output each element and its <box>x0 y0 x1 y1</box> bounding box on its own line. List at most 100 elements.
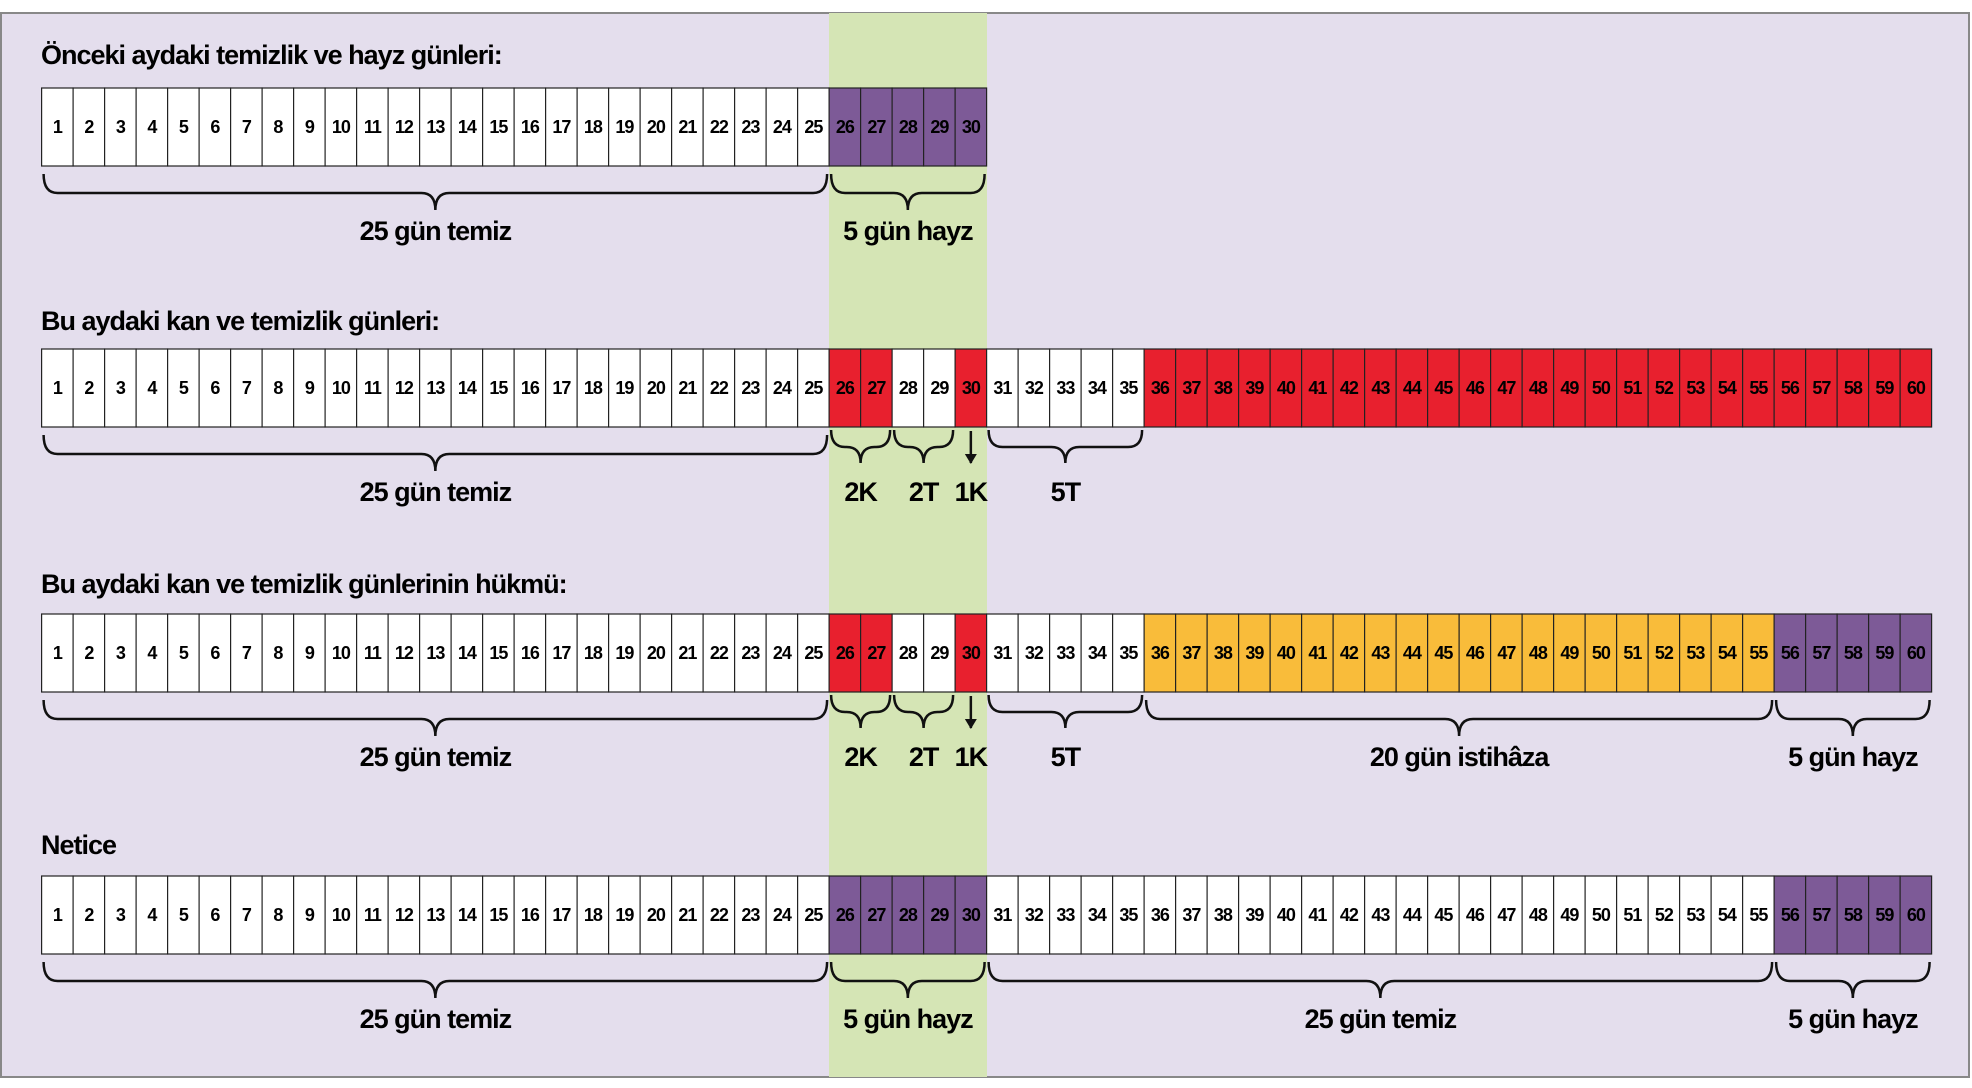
brace-label: 5 gün hayz <box>1788 1004 1918 1034</box>
day-number: 52 <box>1655 643 1674 663</box>
section-title: Önceki aydaki temizlik ve hayz günleri: <box>41 40 502 70</box>
day-number: 43 <box>1371 378 1390 398</box>
day-number: 33 <box>1056 905 1075 925</box>
day-cell <box>72 87 106 167</box>
day-number: 29 <box>930 643 949 663</box>
day-number: 16 <box>521 378 540 398</box>
day-cell <box>1363 348 1397 428</box>
day-number: 50 <box>1592 905 1611 925</box>
day-number: 47 <box>1497 378 1516 398</box>
day-cell <box>922 87 956 167</box>
day-cell <box>1678 875 1712 955</box>
day-cell <box>1174 875 1208 955</box>
day-cell <box>1206 875 1240 955</box>
day-cell <box>1458 875 1492 955</box>
day-cell <box>1458 348 1492 428</box>
day-number: 48 <box>1529 378 1548 398</box>
day-cell <box>72 875 106 955</box>
brace <box>42 173 829 211</box>
day-number: 43 <box>1371 905 1390 925</box>
day-cell <box>702 87 736 167</box>
arrow-head <box>964 719 977 729</box>
day-number: 5 <box>179 117 189 137</box>
day-number: 22 <box>710 643 729 663</box>
day-number: 9 <box>305 905 315 925</box>
day-cell <box>1426 613 1460 693</box>
day-number: 3 <box>116 378 126 398</box>
brace-label: 5T <box>1051 477 1082 507</box>
day-cell <box>670 87 704 167</box>
day-cell <box>985 613 1019 693</box>
day-number: 24 <box>773 905 792 925</box>
day-cell <box>702 348 736 428</box>
day-cell <box>1174 348 1208 428</box>
day-number: 60 <box>1907 378 1926 398</box>
day-number: 10 <box>332 643 351 663</box>
day-cell <box>513 875 547 955</box>
day-number: 47 <box>1497 643 1516 663</box>
day-number: 12 <box>395 643 414 663</box>
day-cell <box>576 875 610 955</box>
day-cell <box>356 875 389 955</box>
brace <box>42 961 829 999</box>
day-cell <box>293 87 326 167</box>
day-cell <box>1899 613 1933 693</box>
day-number: 41 <box>1308 378 1327 398</box>
day-cell <box>167 87 200 167</box>
day-cell <box>1773 613 1807 693</box>
day-number: 6 <box>210 378 220 398</box>
day-cell <box>576 87 610 167</box>
day-cell <box>103 613 137 693</box>
day-number: 44 <box>1403 905 1422 925</box>
day-cell <box>1741 613 1775 693</box>
day-number: 33 <box>1056 378 1075 398</box>
day-cell <box>419 87 452 167</box>
day-cell <box>639 613 673 693</box>
day-number: 2 <box>84 117 94 137</box>
day-cell <box>450 348 484 428</box>
day-cell <box>544 613 578 693</box>
day-cell <box>135 875 169 955</box>
day-number: 12 <box>395 117 414 137</box>
day-number: 41 <box>1308 905 1327 925</box>
day-number: 60 <box>1907 905 1926 925</box>
day-cell <box>1111 613 1145 693</box>
day-number: 6 <box>210 117 220 137</box>
day-number: 36 <box>1151 643 1170 663</box>
day-cell <box>1426 875 1460 955</box>
day-cell <box>1363 613 1397 693</box>
day-number: 17 <box>552 643 571 663</box>
brace <box>829 429 892 464</box>
day-cell <box>1773 348 1807 428</box>
day-cell <box>324 348 358 428</box>
day-cell <box>1111 348 1145 428</box>
day-number: 55 <box>1749 643 1768 663</box>
day-number: 6 <box>210 643 220 663</box>
day-number: 25 <box>804 905 823 925</box>
day-cell <box>954 875 988 955</box>
day-cell <box>733 87 767 167</box>
day-number: 41 <box>1308 643 1327 663</box>
day-cell <box>103 348 137 428</box>
day-number: 2 <box>84 378 94 398</box>
day-number: 21 <box>678 378 697 398</box>
day-number: 50 <box>1592 643 1611 663</box>
day-cell <box>1584 875 1618 955</box>
day-number: 27 <box>867 643 886 663</box>
day-cell <box>513 87 547 167</box>
brace-label: 2K <box>844 742 878 772</box>
day-number: 9 <box>305 643 315 663</box>
day-cell <box>1836 875 1870 955</box>
day-number: 15 <box>489 378 508 398</box>
day-number: 28 <box>899 905 918 925</box>
day-number: 1 <box>53 378 63 398</box>
day-cell <box>639 875 673 955</box>
day-cell <box>1836 348 1870 428</box>
section-title: Bu aydaki kan ve temizlik günleri: <box>41 306 439 336</box>
brace-label: 5 gün hayz <box>843 216 973 246</box>
day-number: 17 <box>552 905 571 925</box>
day-cell <box>765 348 799 428</box>
day-number: 23 <box>741 117 760 137</box>
day-number: 60 <box>1907 643 1926 663</box>
